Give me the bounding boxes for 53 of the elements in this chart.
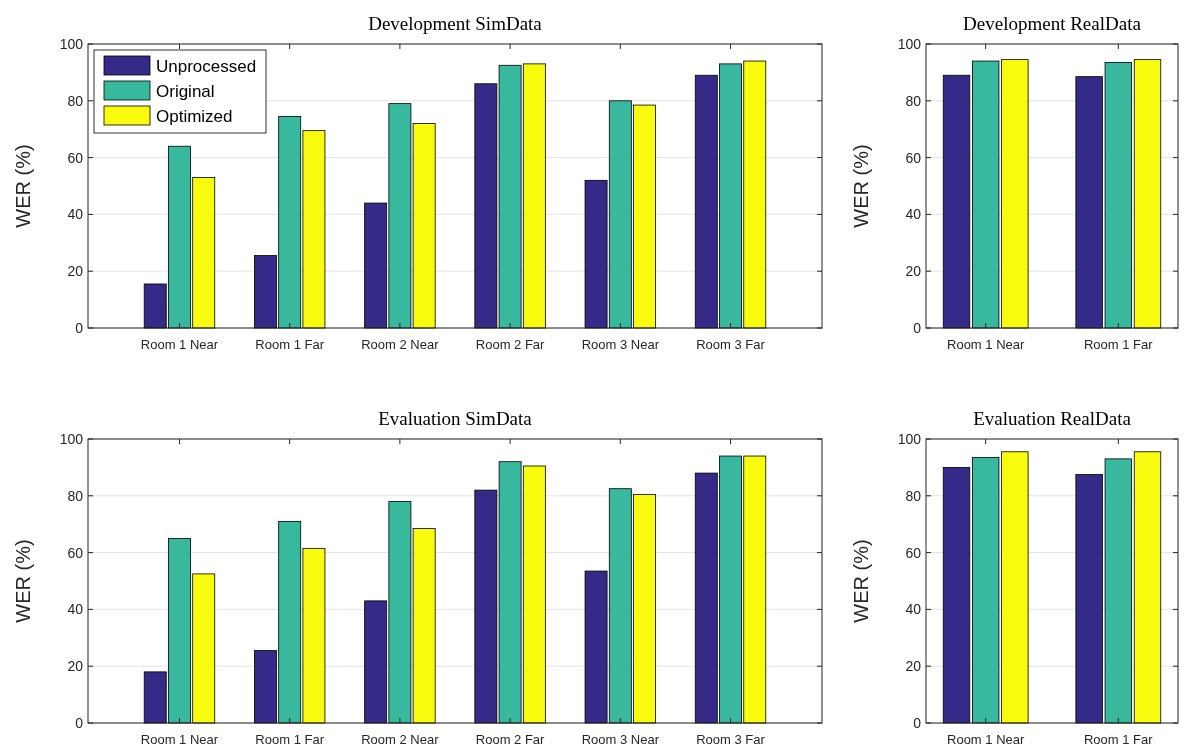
y-tick-label: 40 — [67, 601, 84, 618]
y-tick-label: 40 — [905, 206, 922, 223]
y-axis-title: WER (%) — [850, 144, 872, 228]
y-tick-label: 20 — [905, 658, 922, 675]
y-tick-label: 80 — [67, 487, 84, 504]
y-tick-label: 60 — [905, 544, 922, 561]
y-tick-label: 60 — [67, 149, 84, 166]
x-tick-label: Room 2 Far — [475, 732, 546, 747]
chart-title: Evaluation SimData — [378, 408, 533, 429]
y-tick-label: 20 — [67, 658, 84, 675]
legend-label: Unprocessed — [156, 57, 257, 76]
x-tick-label: Room 2 Near — [361, 337, 440, 352]
y-tick-label: 100 — [59, 430, 84, 447]
y-tick-label: 0 — [75, 319, 84, 336]
y-tick-label: 100 — [897, 35, 922, 52]
x-tick-label: Room 1 Near — [947, 337, 1026, 352]
x-tick-label: Room 2 Near — [361, 732, 440, 747]
x-tick-label: Room 1 Far — [255, 337, 325, 352]
x-tick-label: Room 3 Far — [696, 732, 766, 747]
y-tick-label: 0 — [75, 714, 84, 731]
y-axis-title: WER (%) — [12, 539, 34, 623]
x-tick-label: Room 1 Far — [255, 732, 325, 747]
y-tick-label: 20 — [905, 263, 922, 280]
x-tick-label: Room 1 Near — [140, 732, 219, 747]
legend-label: Original — [156, 82, 215, 101]
chart-title: Evaluation RealData — [973, 408, 1132, 429]
y-tick-label: 60 — [905, 149, 922, 166]
legend-label: Optimized — [156, 107, 233, 126]
y-tick-label: 100 — [897, 430, 922, 447]
y-tick-label: 80 — [905, 92, 922, 109]
bar — [1133, 59, 1162, 329]
y-tick-label: 80 — [905, 487, 922, 504]
x-tick-label: Room 3 Near — [581, 337, 660, 352]
chart-title: Development SimData — [368, 13, 543, 34]
y-tick-label: 80 — [67, 92, 84, 109]
x-tick-label: Room 3 Far — [696, 337, 766, 352]
y-tick-label: 20 — [67, 263, 84, 280]
x-tick-label: Room 3 Near — [581, 732, 660, 747]
chart-title: Development RealData — [963, 13, 1142, 34]
x-tick-label: Room 1 Near — [140, 337, 219, 352]
x-tick-label: Room 1 Far — [1084, 337, 1154, 352]
y-tick-label: 0 — [913, 319, 922, 336]
y-tick-label: 100 — [59, 35, 84, 52]
bar — [942, 74, 971, 329]
y-tick-label: 40 — [67, 206, 84, 223]
x-tick-label: Room 2 Far — [475, 337, 546, 352]
x-tick-label: Room 1 Far — [1084, 732, 1154, 747]
x-tick-label: Room 1 Near — [947, 732, 1026, 747]
y-axis-title: WER (%) — [12, 144, 34, 228]
y-tick-label: 40 — [905, 601, 922, 618]
y-axis-title: WER (%) — [850, 539, 872, 623]
y-tick-label: 0 — [913, 714, 922, 731]
y-tick-label: 60 — [67, 544, 84, 561]
